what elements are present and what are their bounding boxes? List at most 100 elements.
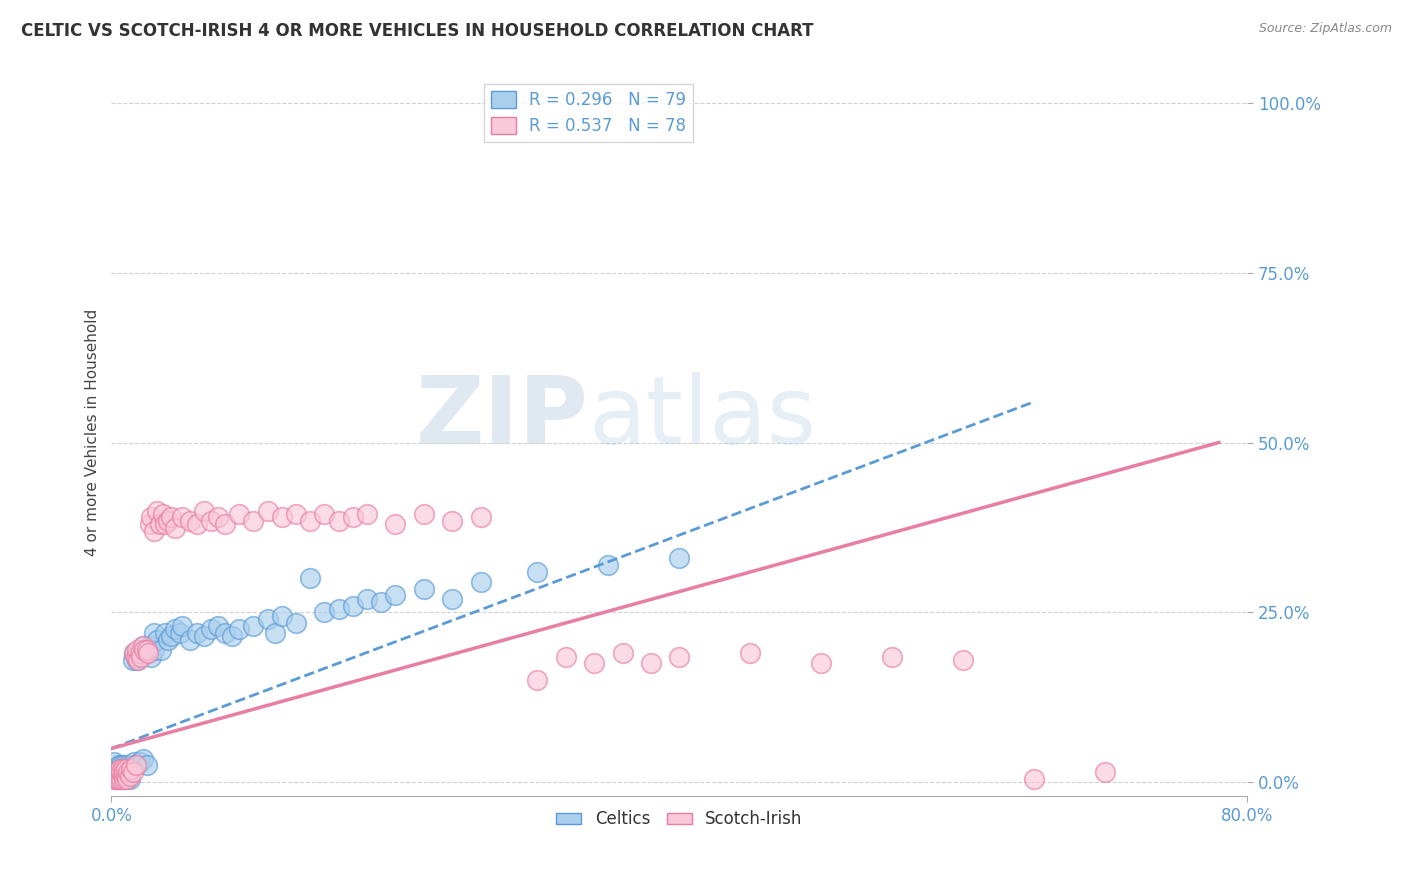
- Point: [103, 755, 125, 769]
- Point: [200, 514, 222, 528]
- Point: [122, 755, 145, 769]
- Point: [131, 752, 153, 766]
- Point: [114, 765, 136, 780]
- Point: [328, 514, 350, 528]
- Point: [110, 765, 132, 780]
- Point: [125, 653, 148, 667]
- Point: [207, 510, 229, 524]
- Point: [356, 507, 378, 521]
- Point: [186, 517, 208, 532]
- Point: [121, 758, 143, 772]
- Point: [740, 646, 762, 660]
- Point: [118, 769, 141, 783]
- Point: [155, 517, 177, 532]
- Text: CELTIC VS SCOTCH-IRISH 4 OR MORE VEHICLES IN HOUSEHOLD CORRELATION CHART: CELTIC VS SCOTCH-IRISH 4 OR MORE VEHICLE…: [21, 22, 814, 40]
- Point: [270, 608, 292, 623]
- Point: [104, 772, 127, 786]
- Point: [342, 599, 364, 613]
- Point: [108, 772, 131, 786]
- Point: [131, 640, 153, 654]
- Point: [146, 632, 169, 647]
- Point: [412, 582, 434, 596]
- Point: [107, 772, 129, 786]
- Point: [150, 643, 173, 657]
- Point: [127, 653, 149, 667]
- Point: [111, 762, 134, 776]
- Point: [124, 649, 146, 664]
- Point: [165, 623, 187, 637]
- Point: [110, 758, 132, 772]
- Point: [263, 626, 285, 640]
- Point: [526, 565, 548, 579]
- Point: [143, 524, 166, 538]
- Point: [412, 507, 434, 521]
- Point: [242, 619, 264, 633]
- Point: [342, 510, 364, 524]
- Point: [134, 643, 156, 657]
- Point: [470, 510, 492, 524]
- Point: [143, 626, 166, 640]
- Point: [127, 646, 149, 660]
- Point: [285, 507, 308, 521]
- Point: [105, 772, 128, 786]
- Point: [103, 769, 125, 783]
- Point: [114, 772, 136, 786]
- Point: [285, 615, 308, 630]
- Point: [129, 649, 152, 664]
- Point: [120, 762, 142, 776]
- Point: [314, 606, 336, 620]
- Point: [104, 765, 127, 780]
- Text: Source: ZipAtlas.com: Source: ZipAtlas.com: [1258, 22, 1392, 36]
- Point: [214, 517, 236, 532]
- Point: [214, 626, 236, 640]
- Point: [101, 762, 124, 776]
- Point: [598, 558, 620, 572]
- Point: [112, 772, 135, 786]
- Point: [242, 514, 264, 528]
- Point: [143, 643, 166, 657]
- Point: [141, 510, 163, 524]
- Point: [115, 772, 138, 786]
- Point: [370, 595, 392, 609]
- Point: [554, 649, 576, 664]
- Point: [526, 673, 548, 688]
- Point: [110, 765, 132, 780]
- Point: [172, 510, 194, 524]
- Point: [128, 649, 150, 664]
- Point: [118, 765, 141, 780]
- Point: [124, 758, 146, 772]
- Point: [135, 646, 157, 660]
- Point: [114, 762, 136, 776]
- Point: [111, 762, 134, 776]
- Point: [172, 619, 194, 633]
- Point: [1024, 772, 1046, 786]
- Point: [107, 772, 129, 786]
- Point: [104, 765, 127, 780]
- Point: [186, 626, 208, 640]
- Point: [125, 758, 148, 772]
- Point: [256, 612, 278, 626]
- Point: [112, 758, 135, 772]
- Point: [882, 649, 904, 664]
- Point: [256, 503, 278, 517]
- Point: [118, 772, 141, 786]
- Point: [152, 507, 174, 521]
- Point: [270, 510, 292, 524]
- Point: [124, 649, 146, 664]
- Point: [108, 769, 131, 783]
- Point: [117, 758, 139, 772]
- Point: [135, 643, 157, 657]
- Point: [155, 626, 177, 640]
- Point: [110, 772, 132, 786]
- Point: [139, 640, 162, 654]
- Point: [441, 514, 464, 528]
- Point: [136, 646, 159, 660]
- Point: [132, 643, 155, 657]
- Y-axis label: 4 or more Vehicles in Household: 4 or more Vehicles in Household: [86, 309, 100, 556]
- Point: [128, 755, 150, 769]
- Point: [122, 646, 145, 660]
- Point: [169, 626, 191, 640]
- Point: [107, 765, 129, 780]
- Point: [228, 507, 250, 521]
- Point: [107, 765, 129, 780]
